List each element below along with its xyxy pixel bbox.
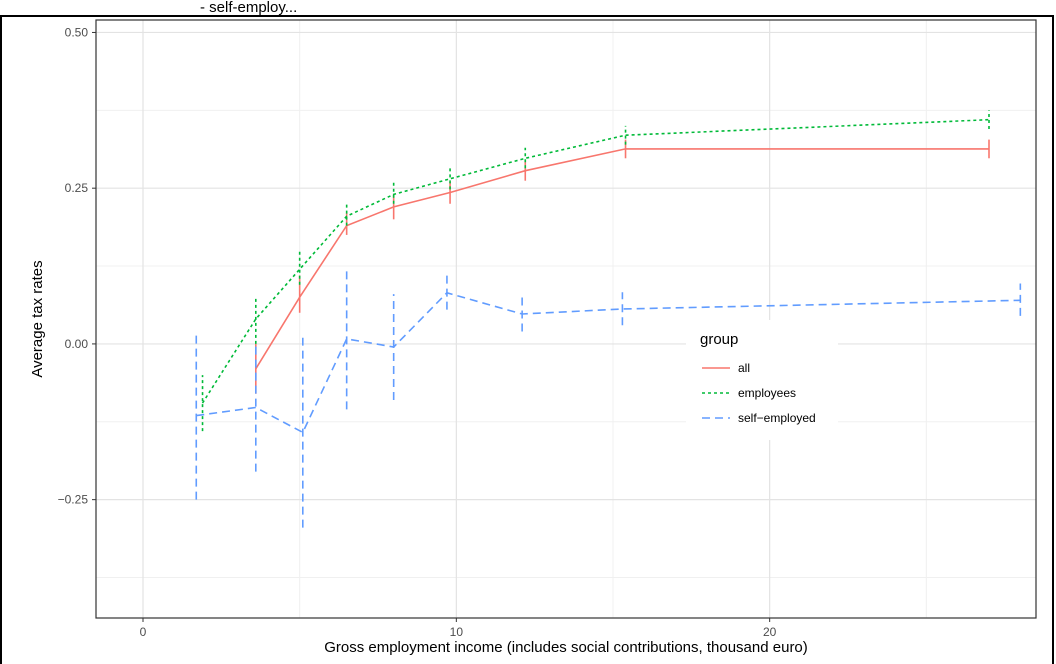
series-self-employed — [195, 269, 1022, 528]
grid-major — [96, 20, 1036, 618]
x-tick-label: 20 — [763, 625, 777, 639]
y-tick-label: −0.25 — [58, 493, 89, 507]
y-axis: −0.25 0.00 0.25 0.50 — [58, 25, 96, 507]
legend-item-self-employed: self−employed — [702, 411, 816, 425]
legend: group all employees self−employed — [686, 320, 838, 440]
legend-item-all: all — [702, 361, 750, 375]
y-axis-title: Average tax rates — [29, 260, 46, 377]
legend-items: all employees self−employed — [702, 361, 816, 425]
series-layer — [195, 110, 1022, 528]
series-employees — [201, 110, 990, 432]
y-tick-label: 0.50 — [65, 25, 89, 39]
grid-minor — [96, 20, 1036, 618]
legend-label-all: all — [738, 361, 750, 375]
x-tick-label: 0 — [140, 625, 147, 639]
legend-item-employees: employees — [702, 386, 796, 400]
y-tick-label: 0.00 — [65, 337, 89, 351]
legend-label-employees: employees — [738, 386, 796, 400]
y-tick-label: 0.25 — [65, 181, 89, 195]
legend-title: group — [700, 331, 738, 348]
plot-panel-border — [95, 19, 1037, 619]
series-line-all — [255, 148, 989, 370]
header-text: - self-employ... — [200, 0, 297, 16]
legend-background — [686, 320, 838, 440]
x-tick-label: 10 — [450, 625, 464, 639]
figure-border — [0, 15, 1054, 664]
legend-label-self-employed: self−employed — [738, 411, 816, 425]
x-axis-title: Gross employment income (includes social… — [324, 639, 808, 656]
x-axis: 0 10 20 — [140, 618, 777, 639]
